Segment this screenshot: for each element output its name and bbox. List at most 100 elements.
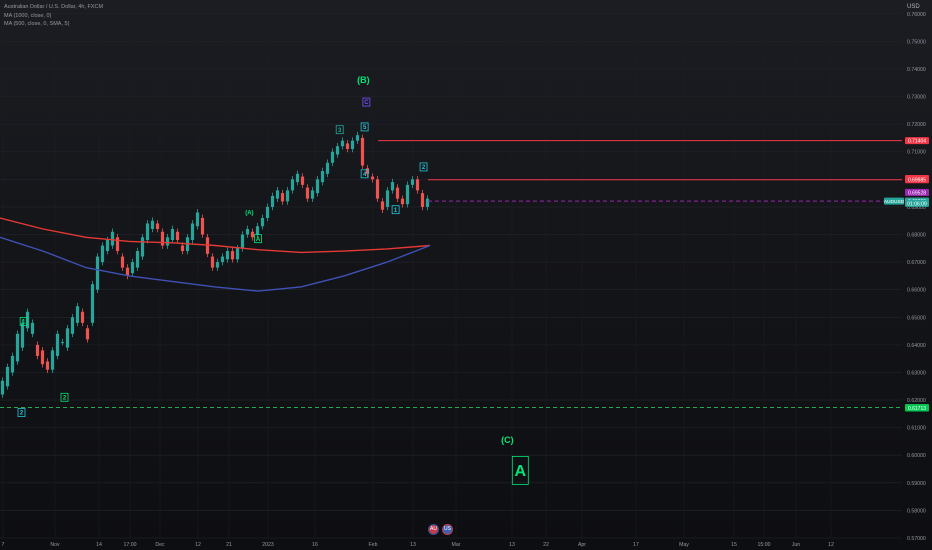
- candle: [350, 140, 355, 149]
- y-tick-label: 0.61000: [907, 426, 926, 432]
- candle: [400, 198, 405, 205]
- y-tick-label: 0.66000: [907, 288, 926, 294]
- horizontal-levels: [0, 140, 902, 408]
- wave-labels: (B) C 5 3 2 4 1 (A) A 1 2 2 (C) A: [17, 75, 529, 485]
- price-label-box: [905, 404, 929, 412]
- price-label-box: [905, 188, 929, 196]
- wave-label: 1: [394, 208, 398, 214]
- price-label: 0.69985: [908, 178, 926, 184]
- wave-label: 4: [363, 172, 367, 178]
- x-tick-label: 15: [731, 542, 737, 548]
- candle: [180, 245, 185, 252]
- candle: [135, 251, 140, 268]
- candle: [125, 267, 130, 276]
- wave-label: C: [364, 100, 369, 106]
- wave-label-box: [360, 122, 369, 132]
- candle: [385, 190, 390, 207]
- ma-line: [0, 236, 431, 292]
- candle: [320, 171, 325, 183]
- wave-label-box: [419, 162, 428, 172]
- y-tick-label: 0.64000: [907, 343, 926, 349]
- price-labels: 0.714040.700300.699850.695280.692120.692…: [905, 137, 929, 412]
- candle: [75, 306, 80, 323]
- y-tick-label: 0.69000: [907, 205, 926, 211]
- candle: [155, 223, 160, 229]
- x-tick-label: 7: [2, 542, 5, 548]
- candle: [0, 380, 5, 395]
- candle: [175, 231, 180, 241]
- candle: [340, 140, 345, 147]
- candle: [285, 190, 290, 202]
- candle: [40, 350, 45, 365]
- candle: [290, 179, 295, 191]
- candle: [55, 333, 60, 356]
- candle: [295, 173, 300, 183]
- moving-averages: [0, 217, 431, 292]
- us-flag-icon[interactable]: US: [442, 524, 453, 535]
- candle: [30, 322, 35, 334]
- y-tick-label: 0.76000: [907, 12, 926, 18]
- x-tick-label: 2023: [262, 542, 274, 548]
- candle: [60, 342, 65, 344]
- x-tick-label: 16: [312, 542, 318, 548]
- y-tick-label: 0.58000: [907, 508, 926, 514]
- chart-title: Australian Dollar / U.S. Dollar, 4h, FXC…: [4, 4, 104, 10]
- wave-label-box: [511, 456, 529, 485]
- candle: [280, 193, 285, 202]
- price-label-box: [905, 137, 929, 145]
- candles: [0, 131, 430, 398]
- wave-label: A: [515, 463, 527, 480]
- x-tick-label: 21: [226, 542, 232, 548]
- candle: [325, 162, 330, 174]
- y-tick-label: 0.67000: [907, 260, 926, 266]
- indicator-ma-500[interactable]: MA (500, close, 0, SMA, 5): [4, 21, 70, 27]
- indicator-ma-1000[interactable]: MA (1000, close, 0): [4, 12, 52, 19]
- event-badges: AU US: [428, 524, 453, 535]
- candle: [425, 198, 430, 207]
- candle: [265, 206, 270, 218]
- candle: [390, 182, 395, 191]
- candle: [330, 151, 335, 163]
- wave-label: 2: [422, 165, 426, 171]
- wave-label: 2: [63, 395, 67, 401]
- candle: [95, 256, 100, 290]
- symbol-label-box: [884, 197, 904, 205]
- candle: [305, 187, 310, 199]
- candle: [395, 187, 400, 199]
- candle: [410, 179, 415, 185]
- y-tick-label: 0.57000: [907, 536, 926, 542]
- candle: [145, 223, 150, 241]
- candle: [35, 344, 40, 356]
- candle: [80, 311, 85, 323]
- wave-label: A: [256, 237, 261, 243]
- candle: [420, 193, 425, 207]
- y-tick-label: 0.63000: [907, 370, 926, 376]
- candle: [355, 135, 360, 141]
- grid-lines: [0, 0, 902, 539]
- candle: [15, 333, 20, 362]
- candle: [240, 234, 245, 249]
- candle: [300, 176, 305, 185]
- x-tick-label: 22: [543, 542, 549, 548]
- y-tick-label: 0.59000: [907, 481, 926, 487]
- candle: [360, 137, 365, 166]
- candle: [375, 179, 380, 199]
- x-tick-label: 13: [509, 542, 515, 548]
- price-label-box: [905, 176, 929, 184]
- candle: [65, 328, 70, 348]
- candle: [235, 248, 240, 260]
- wave-label-box: [360, 169, 369, 179]
- y-tick-label: 0.74000: [907, 67, 926, 73]
- y-tick-label: 0.62000: [907, 398, 926, 404]
- currency-label: USD: [907, 4, 920, 10]
- x-tick-label: 13: [410, 542, 416, 548]
- candle: [170, 228, 175, 241]
- candle: [405, 184, 410, 205]
- y-tick-label: 0.65000: [907, 315, 926, 321]
- au-flag-icon[interactable]: AU: [428, 524, 439, 535]
- candle: [190, 223, 195, 241]
- wave-label: (B): [357, 75, 370, 85]
- price-label-box: [905, 199, 929, 207]
